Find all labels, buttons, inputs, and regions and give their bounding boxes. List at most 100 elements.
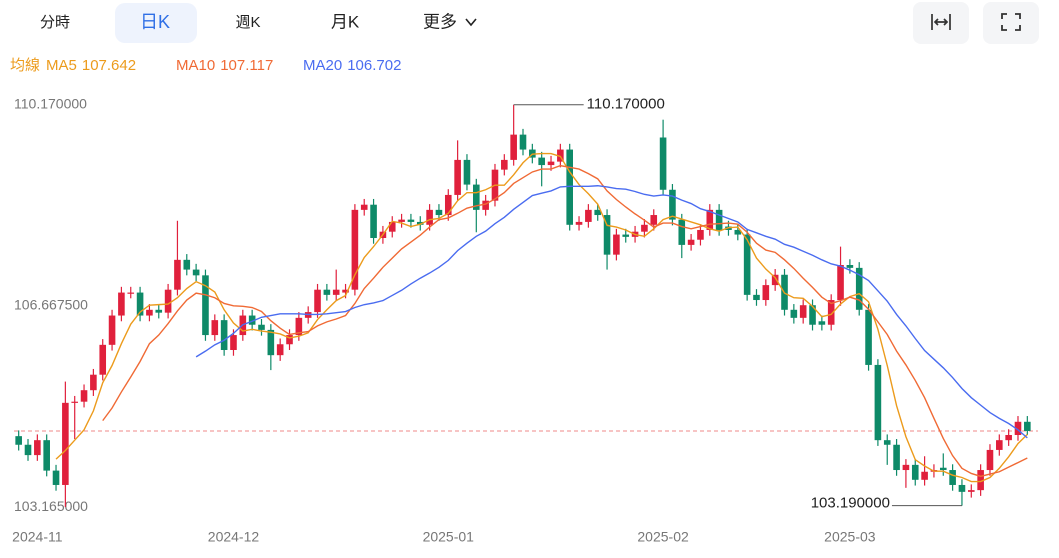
candle-body xyxy=(463,159,471,185)
candle-body xyxy=(585,209,592,222)
candle-body xyxy=(248,315,256,325)
ma-line xyxy=(55,152,1028,483)
candle-body xyxy=(865,309,872,365)
candle-body xyxy=(370,204,377,239)
button-bg[interactable] xyxy=(913,2,969,44)
candle-body xyxy=(342,289,349,293)
candle-body xyxy=(1005,435,1012,441)
candle-body xyxy=(444,194,452,216)
y-tick-label: 110.170000 xyxy=(14,95,87,111)
candle-body xyxy=(734,229,742,235)
candle-body xyxy=(220,320,228,350)
candle-body xyxy=(687,239,695,245)
tab[interactable]: 分時 xyxy=(40,14,70,31)
candle-body xyxy=(398,219,405,222)
ma-line xyxy=(195,185,1028,439)
candle-body xyxy=(547,161,555,166)
candle-body xyxy=(267,329,275,356)
x-tick-label: 2024-11 xyxy=(12,529,63,545)
candle-body xyxy=(276,344,284,356)
candle-body xyxy=(164,289,172,313)
candle-body xyxy=(435,209,443,216)
legend-text: MA10 xyxy=(176,57,215,74)
candle-body xyxy=(71,401,79,403)
candle-body xyxy=(706,209,714,230)
candle-body xyxy=(99,344,107,375)
candle-body xyxy=(566,149,573,225)
candle-body xyxy=(697,229,704,240)
more-chevron[interactable] xyxy=(465,18,477,27)
low-marker-label: 103.190000 xyxy=(811,495,890,512)
candle-body xyxy=(482,200,489,210)
candle-body xyxy=(921,471,928,480)
candle-body xyxy=(939,467,947,471)
candle-body xyxy=(211,320,219,336)
tab[interactable]: 月K xyxy=(331,12,360,31)
candle-body xyxy=(388,221,396,232)
candle-body xyxy=(958,484,966,492)
candle-body xyxy=(473,184,480,210)
candle-body xyxy=(883,440,891,445)
candle-body xyxy=(323,289,331,295)
candle-body xyxy=(15,436,22,445)
candle-body xyxy=(183,259,191,270)
legend-text: 107.642 xyxy=(82,57,136,74)
fit-icon[interactable] xyxy=(931,14,951,30)
fullscreen-button[interactable] xyxy=(983,2,1039,44)
legend-entry: MA20 106.702 xyxy=(303,57,401,74)
candle-body xyxy=(902,464,910,471)
candle-body xyxy=(799,305,807,318)
candle-body xyxy=(669,189,676,220)
candle-body xyxy=(52,470,60,485)
candle-body xyxy=(258,324,265,330)
candle-body xyxy=(1014,421,1022,435)
candle-body xyxy=(136,292,144,316)
candle-body xyxy=(286,335,293,345)
candle-body xyxy=(771,274,779,286)
candle-body xyxy=(603,215,611,255)
candle-body xyxy=(594,209,602,216)
candle-body xyxy=(351,209,359,290)
tab[interactable]: 週K xyxy=(235,14,260,31)
candle-body xyxy=(613,234,620,255)
candle-body xyxy=(967,490,975,492)
candle-body xyxy=(174,259,181,290)
legend-text: MA20 xyxy=(303,57,342,74)
candle-body xyxy=(1024,421,1031,431)
tab[interactable]: 更多 xyxy=(423,12,457,31)
candle-body xyxy=(295,317,303,336)
x-tick-label: 2025-03 xyxy=(824,529,876,545)
candle-body xyxy=(827,300,835,325)
ma-line xyxy=(102,164,1028,478)
legend-text: 107.117 xyxy=(220,57,273,74)
fit-button[interactable] xyxy=(913,2,969,44)
candle-body xyxy=(501,159,508,170)
candle-body xyxy=(146,309,153,316)
y-tick-label: 106.667500 xyxy=(14,297,88,313)
candle-body xyxy=(650,215,658,225)
candle-body xyxy=(332,289,340,295)
active-tab-bg xyxy=(115,3,197,43)
candle-body xyxy=(510,134,517,160)
candle-body xyxy=(846,265,854,268)
candle-body xyxy=(24,444,32,456)
candle-body xyxy=(743,234,751,295)
candle-body xyxy=(949,470,956,485)
candle-body xyxy=(90,374,97,391)
candle-body xyxy=(407,219,415,222)
candle-body xyxy=(790,309,798,318)
tab[interactable]: 日K xyxy=(140,12,170,32)
candle-body xyxy=(762,285,770,301)
x-tick-label: 2025-02 xyxy=(637,529,689,545)
button-bg[interactable] xyxy=(983,2,1039,44)
fullscreen-icon[interactable] xyxy=(1001,13,1021,31)
candle-body xyxy=(818,321,826,325)
candle-body xyxy=(230,335,237,350)
candle-body xyxy=(454,159,461,195)
candle-body xyxy=(575,221,583,225)
candle-body xyxy=(837,265,844,301)
candle-body xyxy=(986,449,994,471)
candle-body xyxy=(192,269,200,276)
